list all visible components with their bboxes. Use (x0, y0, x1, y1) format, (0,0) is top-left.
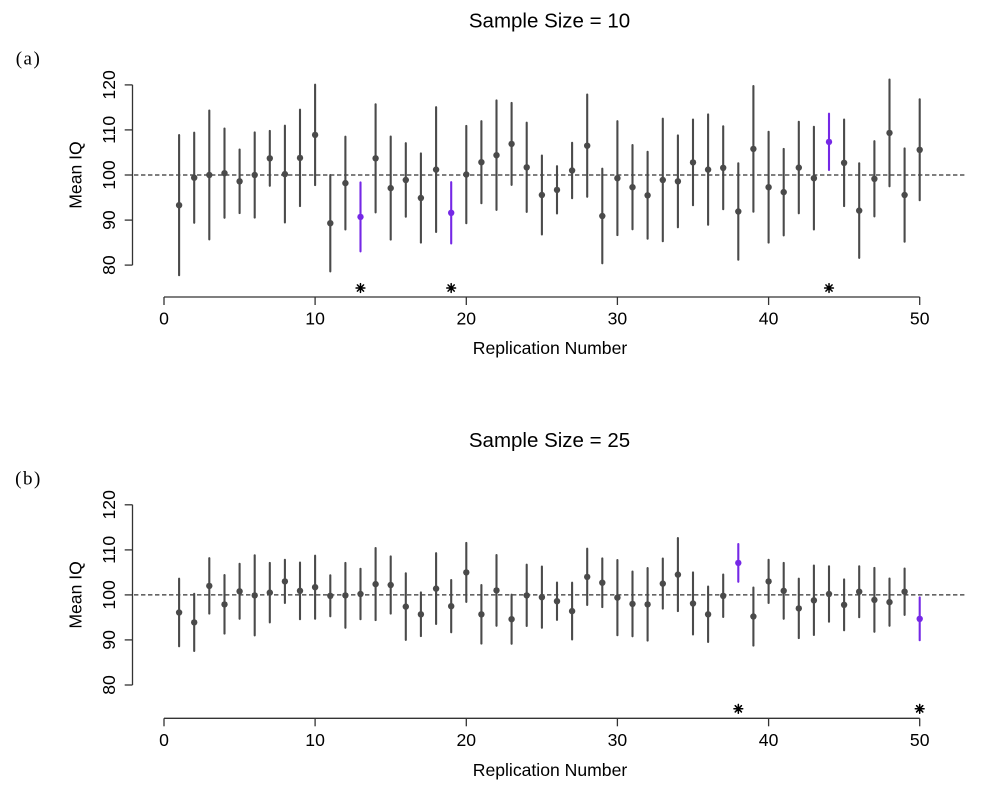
svg-text:(a): (a) (16, 49, 42, 70)
svg-text:0: 0 (159, 309, 169, 329)
svg-text:Sample Size = 25: Sample Size = 25 (469, 429, 630, 452)
svg-text:110: 110 (99, 116, 119, 144)
svg-text:80: 80 (99, 255, 119, 275)
svg-text:20: 20 (457, 309, 477, 329)
svg-text:40: 40 (759, 309, 779, 329)
svg-text:120: 120 (99, 490, 119, 520)
svg-text:120: 120 (99, 70, 119, 100)
svg-text:Replication Number: Replication Number (473, 760, 628, 780)
svg-text:100: 100 (99, 160, 119, 190)
svg-text:10: 10 (305, 730, 325, 750)
svg-text:Sample Size = 10: Sample Size = 10 (469, 10, 630, 33)
svg-text:50: 50 (910, 730, 930, 750)
svg-text:90: 90 (99, 210, 119, 230)
svg-text:20: 20 (457, 730, 477, 750)
svg-text:80: 80 (99, 675, 119, 695)
svg-text:10: 10 (305, 309, 325, 329)
svg-text:50: 50 (910, 309, 930, 329)
svg-text:30: 30 (608, 730, 628, 750)
svg-text:Replication Number: Replication Number (473, 338, 628, 358)
svg-text:90: 90 (99, 630, 119, 650)
svg-text:0: 0 (159, 730, 169, 750)
svg-text:30: 30 (608, 309, 628, 329)
svg-text:Mean IQ: Mean IQ (66, 561, 86, 628)
svg-text:110: 110 (99, 536, 119, 564)
svg-text:Mean IQ: Mean IQ (66, 141, 86, 208)
svg-text:100: 100 (99, 580, 119, 610)
svg-text:40: 40 (759, 730, 779, 750)
svg-text:(b): (b) (15, 469, 42, 490)
